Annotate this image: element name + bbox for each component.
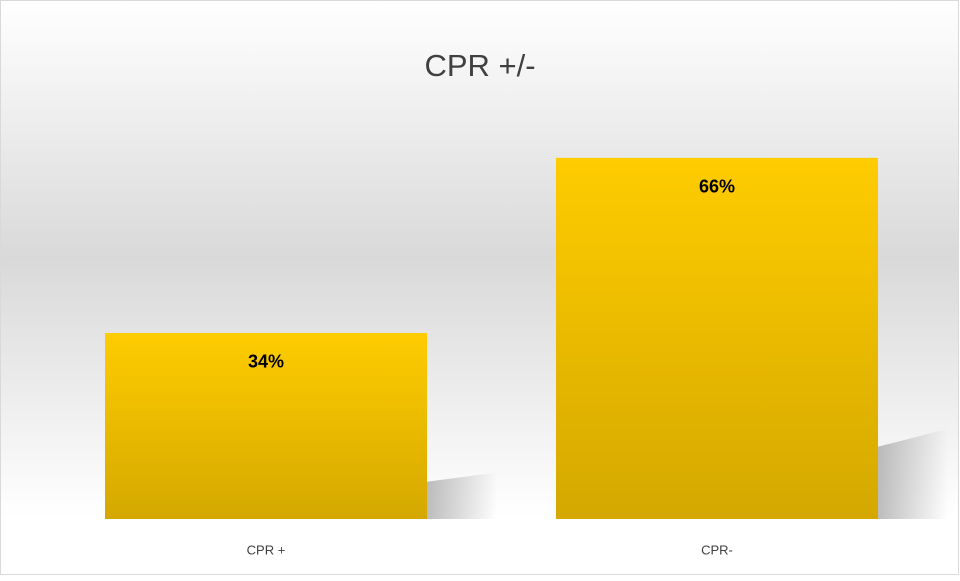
x-tick-label: CPR + bbox=[247, 542, 286, 557]
x-tick-label: CPR- bbox=[701, 542, 733, 557]
bar-shadow bbox=[427, 472, 498, 519]
bar bbox=[555, 157, 879, 519]
data-label: 66% bbox=[699, 177, 735, 197]
bar-shadow bbox=[878, 428, 949, 519]
chart-title: CPR +/- bbox=[424, 48, 535, 83]
bar bbox=[104, 332, 428, 519]
data-label: 34% bbox=[248, 352, 284, 372]
